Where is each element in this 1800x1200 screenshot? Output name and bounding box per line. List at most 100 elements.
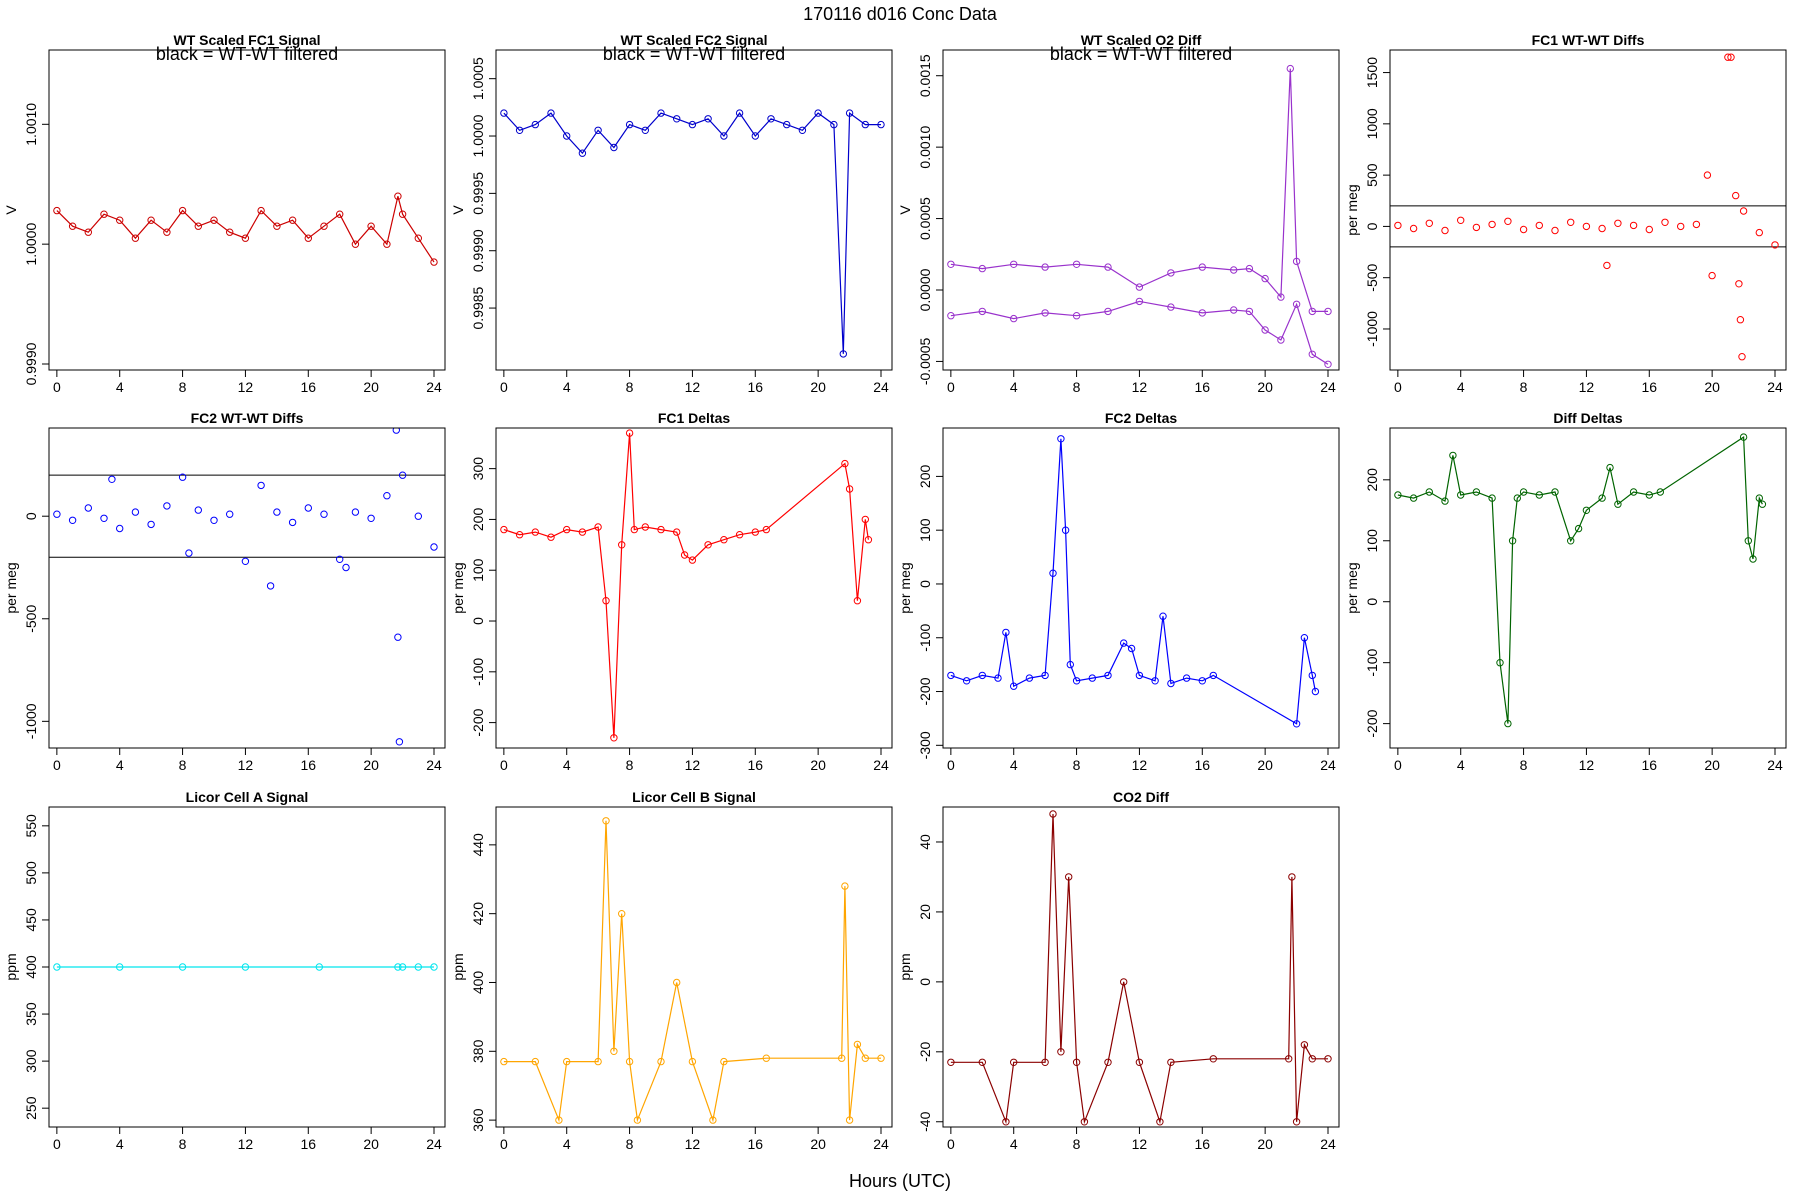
data-point — [1300, 1041, 1309, 1049]
y-tick-label: 0.9990 — [23, 342, 39, 385]
chart-panel-0: 0 4 8 12 16 20 24 0.9990 1.0000 1.0010 WT Scaled F… — [3, 32, 446, 395]
data-point — [241, 963, 250, 971]
data-point — [1324, 360, 1332, 368]
data-point — [1449, 451, 1457, 460]
data-point — [1551, 488, 1559, 496]
data-point — [1066, 660, 1075, 669]
x-tick-label: 4 — [116, 757, 124, 773]
data-point — [1603, 261, 1611, 270]
x-tick-label: 12 — [1579, 379, 1595, 395]
data-point — [618, 541, 626, 549]
data-point — [1551, 226, 1559, 235]
y-tick-label: 0 — [23, 512, 39, 520]
y-tick-label: 500 — [1364, 163, 1380, 187]
data-point — [1661, 218, 1669, 227]
data-point — [515, 126, 524, 135]
data-point — [861, 1054, 869, 1062]
y-tick-label: 0 — [917, 580, 933, 588]
data-point — [641, 523, 649, 531]
data-point — [1677, 222, 1685, 231]
data-point — [978, 264, 986, 273]
series-signal — [53, 963, 438, 971]
x-tick-label: 20 — [1704, 757, 1720, 773]
data-point — [861, 120, 869, 129]
y-tick-label: 0.9985 — [470, 286, 486, 329]
data-point — [1736, 316, 1745, 324]
data-point — [194, 222, 203, 230]
data-point — [394, 963, 402, 971]
data-point — [610, 143, 618, 152]
data-point — [1645, 225, 1654, 234]
data-point — [1057, 435, 1065, 443]
y-tick-label: 0.0005 — [917, 197, 933, 240]
data-point — [625, 1057, 634, 1066]
data-point — [116, 524, 124, 533]
data-point — [1167, 1058, 1175, 1067]
data-point — [1441, 226, 1449, 235]
panel-title: Licor Cell B Signal — [632, 789, 756, 805]
data-point — [1292, 1118, 1301, 1126]
data-point — [178, 963, 187, 971]
data-point — [563, 525, 571, 534]
series-line-signal — [56, 196, 435, 263]
series-line-deltas — [950, 438, 1316, 725]
data-point — [1041, 1058, 1049, 1067]
data-point — [762, 1054, 770, 1062]
data-point — [1277, 336, 1285, 344]
x-tick-label: 4 — [1010, 757, 1018, 773]
x-tick-label: 20 — [810, 757, 826, 773]
data-point — [383, 492, 391, 500]
y-axis-label: ppm — [897, 953, 913, 980]
data-point — [845, 109, 854, 117]
data-point — [1049, 569, 1057, 577]
x-tick-label: 12 — [1132, 757, 1148, 773]
series-upper — [947, 64, 1332, 316]
data-point — [625, 120, 634, 129]
data-point — [1308, 1055, 1317, 1063]
y-tick-label: 0 — [917, 978, 933, 986]
y-tick-label: -40 — [917, 1111, 933, 1131]
x-tick-label: 20 — [810, 379, 826, 395]
data-point — [1614, 219, 1622, 228]
data-point — [673, 528, 681, 536]
data-point — [336, 555, 344, 563]
data-point — [1394, 491, 1402, 499]
x-tick-label: 20 — [1257, 757, 1273, 773]
data-point — [1167, 303, 1175, 311]
data-point — [720, 132, 728, 140]
data-point — [1425, 219, 1434, 228]
data-point — [1065, 873, 1073, 881]
data-point — [673, 978, 681, 987]
data-point — [1645, 491, 1654, 499]
data-point — [1656, 488, 1665, 496]
y-tick-label: -500 — [1364, 263, 1380, 291]
y-tick-label: 0 — [1364, 222, 1380, 230]
x-tick-label: 0 — [1394, 757, 1402, 773]
data-point — [394, 192, 402, 200]
data-point — [877, 1054, 885, 1062]
data-point — [53, 206, 61, 215]
data-point — [1504, 719, 1512, 728]
data-point — [1425, 488, 1434, 496]
data-point — [630, 525, 638, 534]
series-line-deltas — [503, 433, 869, 738]
chart-panel-3: 0 4 8 12 16 20 24 -1000 -500 0 500 1000 1500 FC1 WT-W… — [1344, 32, 1787, 395]
panel-title: Diff Deltas — [1553, 410, 1622, 426]
chart-panel-9: 0 4 8 12 16 20 24 360 380 400 420 440 Licor Cell B S… — [450, 789, 893, 1152]
data-point — [241, 234, 250, 242]
figure-xlabel: Hours (UTC) — [849, 1171, 951, 1191]
y-tick-label: 500 — [23, 861, 39, 885]
x-tick-label: 0 — [947, 379, 955, 395]
x-tick-label: 16 — [300, 1136, 316, 1152]
data-point — [210, 216, 218, 224]
data-point — [1567, 537, 1575, 545]
data-point — [1182, 674, 1191, 682]
data-point — [688, 120, 697, 129]
data-point — [304, 504, 312, 512]
series-signal — [53, 192, 438, 266]
x-tick-label: 8 — [179, 379, 187, 395]
x-tick-label: 8 — [1073, 379, 1081, 395]
series-deltas — [1394, 433, 1767, 728]
data-point — [131, 234, 140, 242]
data-point — [1488, 494, 1496, 502]
